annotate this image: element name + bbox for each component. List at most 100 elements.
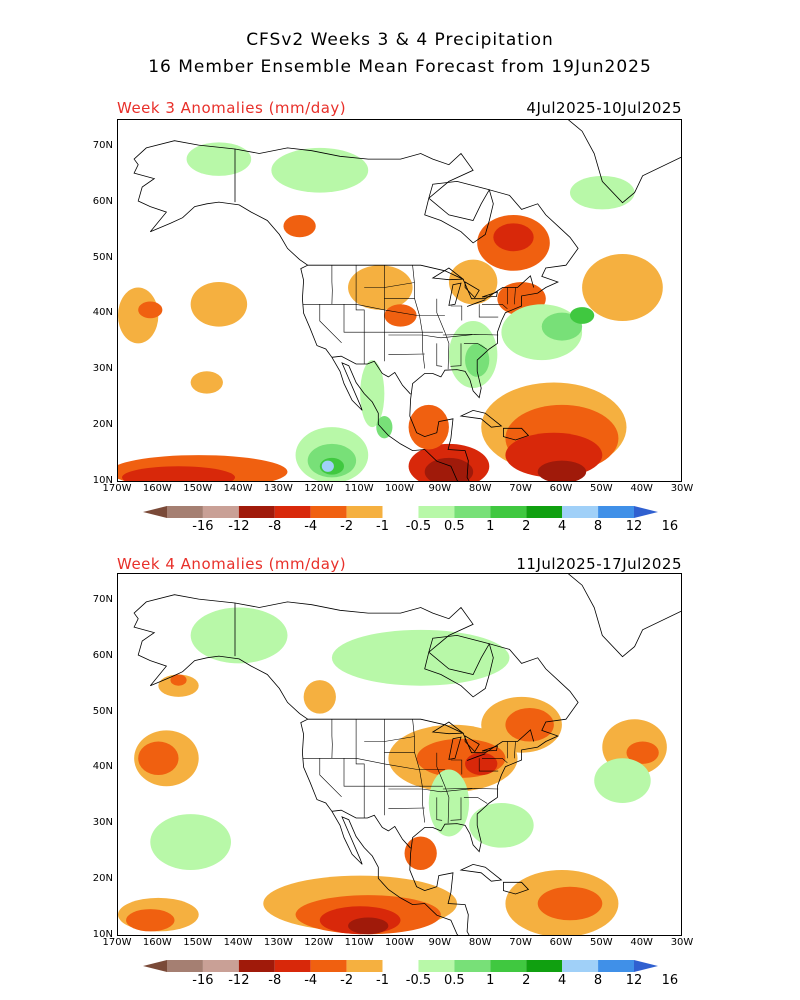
lat-tick-label: 60N	[92, 195, 113, 207]
us-mexico-border	[331, 355, 411, 395]
colorbar-segment	[382, 960, 419, 972]
lon-tick-label: 50W	[589, 483, 613, 494]
colorbar-segment	[562, 506, 599, 518]
colorbar-segment	[598, 506, 634, 518]
lon-tick-label: 90W	[428, 937, 452, 948]
colorbar-tick-label: 2	[522, 519, 531, 534]
colorbar-segment	[598, 960, 634, 972]
state-boundary	[364, 736, 415, 742]
lat-tick-label: 70N	[92, 139, 113, 151]
state-boundary	[436, 298, 450, 370]
greenland-coast	[568, 574, 681, 658]
state-boundary	[343, 304, 443, 333]
anomaly-region	[570, 175, 635, 210]
anomaly-region	[537, 886, 603, 921]
lon-tick-label: 70W	[509, 483, 532, 494]
hispaniola-coast	[503, 427, 530, 441]
state-boundary	[514, 741, 516, 759]
colorbar-tick-label: 12	[625, 519, 643, 534]
anomaly-region	[126, 909, 175, 932]
lat-tick-label: 60N	[92, 649, 113, 661]
anomaly-region	[271, 147, 369, 193]
hudson-bay-coast	[428, 634, 490, 675]
state-boundary	[319, 304, 342, 344]
us-canada-border	[307, 264, 535, 300]
anomaly-region	[138, 301, 163, 319]
anomaly-region	[158, 674, 199, 697]
state-boundary	[450, 305, 463, 321]
lon-tick-label: 40W	[630, 483, 653, 494]
week3-panel-label: Week 3 Anomalies (mm/day)	[117, 99, 347, 117]
colorbar-tick-label: 8	[593, 519, 603, 534]
colorbar-segment	[346, 960, 383, 972]
lon-tick-label: 160W	[142, 483, 172, 494]
colorbar-segment	[418, 960, 455, 972]
colorbar-tick-label: -8	[268, 519, 282, 534]
colorbar-max-arrow	[634, 506, 658, 518]
great-lake-shore	[466, 299, 486, 307]
lon-tick-label: 130W	[263, 937, 293, 948]
colorbar-tick-label: -4	[304, 519, 318, 534]
great-lake-shore	[464, 735, 480, 753]
lat-tick-label: 30N	[92, 817, 113, 829]
state-boundary	[482, 304, 508, 310]
anomaly-region	[493, 223, 534, 252]
lat-tick-label: 40N	[92, 307, 113, 319]
lon-tick-label: 80W	[468, 937, 492, 948]
lon-tick-label: 120W	[304, 483, 334, 494]
colorbar-tick-label: -1	[376, 519, 390, 534]
lon-tick-label: 110W	[344, 937, 374, 948]
lon-tick-label: 70W	[509, 937, 532, 948]
colorbar-tick-label: -2	[340, 519, 354, 534]
state-boundary	[364, 282, 415, 288]
state-boundary	[442, 788, 473, 790]
anomaly-region	[582, 254, 663, 322]
coastline	[133, 140, 579, 481]
colorbar-segment	[238, 506, 275, 518]
geography-lines	[133, 574, 681, 935]
anomaly-region	[122, 466, 236, 481]
lon-tick-label: 90W	[428, 483, 452, 494]
lat-tick-label: 10N	[92, 475, 113, 486]
lon-tick-label: 60W	[549, 937, 573, 948]
lon-tick-label: 130W	[263, 483, 293, 494]
anomaly-region	[384, 304, 417, 327]
coastline	[133, 594, 579, 935]
colorbar-segment	[346, 506, 383, 518]
state-boundary	[482, 758, 508, 764]
anomaly-region	[321, 460, 334, 472]
state-boundary	[412, 719, 425, 823]
lon-tick-label: 100W	[385, 483, 414, 494]
map-canvas	[118, 120, 681, 481]
state-boundary	[450, 797, 462, 821]
state-boundary	[343, 758, 443, 787]
colorbar-tick-label: 0.5	[444, 519, 465, 534]
colorbar-tick-label: 4	[558, 519, 567, 534]
state-boundary	[450, 759, 463, 775]
anomaly-region	[570, 307, 595, 324]
colorbar-segment	[202, 960, 239, 972]
colorbar-segment	[562, 960, 599, 972]
state-boundary	[514, 287, 516, 305]
anomaly-region	[469, 802, 534, 848]
anomaly-region	[138, 741, 179, 776]
week4-panel-label: Week 4 Anomalies (mm/day)	[117, 555, 347, 573]
state-boundary	[442, 334, 473, 336]
colorbar-tick-label: 16	[661, 519, 679, 534]
great-lake-shore	[481, 745, 498, 752]
colorbar-tick-label: -16	[192, 973, 214, 988]
lat-tick-label: 70N	[92, 593, 113, 605]
week4-colorbar	[143, 958, 658, 972]
colorbar-segment	[490, 960, 527, 972]
anomaly-region	[424, 457, 474, 481]
anomaly-region	[376, 415, 393, 439]
colorbar-tick-label: -2	[340, 973, 354, 988]
colorbar-tick-label: -8	[268, 973, 282, 988]
anomaly-region	[465, 752, 498, 776]
greenland-coast	[568, 120, 681, 204]
colorbar-tick-label: 1	[486, 519, 495, 534]
colorbar-segment	[310, 506, 347, 518]
state-boundary	[388, 353, 425, 355]
geography-lines	[133, 120, 681, 481]
lon-tick-label: 150W	[183, 937, 213, 948]
